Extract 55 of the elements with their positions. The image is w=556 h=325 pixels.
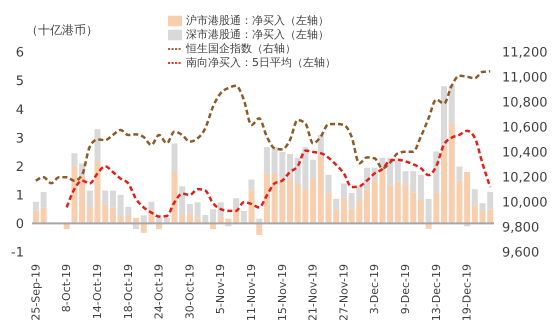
y-tick-label: 6 xyxy=(16,46,24,61)
x-tick-label: 30-Oct-19 xyxy=(183,264,196,320)
legend-label: 南向净买入：5日平均（左轴） xyxy=(186,56,336,70)
x-tick-label: 11-Nov-19 xyxy=(244,264,258,322)
bar xyxy=(326,174,332,194)
x-tick-label: 21-Nov-19 xyxy=(306,264,320,322)
bar xyxy=(240,210,247,222)
x-tick-label: 25-Sep-19 xyxy=(29,264,42,321)
y-tick-label: -1 xyxy=(11,246,24,261)
bar xyxy=(172,143,178,172)
x-tick-label: 13-Dec-19 xyxy=(430,264,443,322)
legend-label: 恒生国企指数（右轴） xyxy=(186,42,296,56)
bar xyxy=(148,202,154,210)
y2-tick-label: 9,600 xyxy=(502,246,540,261)
y2-tick-label: 10,800 xyxy=(502,96,548,111)
line-series xyxy=(65,130,492,218)
line-series xyxy=(34,70,492,184)
bar xyxy=(333,198,340,210)
bar xyxy=(256,223,262,235)
y-tick-label: 3 xyxy=(16,131,24,146)
bar xyxy=(94,129,101,162)
x-tick-label: 27-Nov-19 xyxy=(337,264,350,322)
y-tick-label: 5 xyxy=(16,74,24,90)
bar xyxy=(179,186,186,215)
bar xyxy=(102,190,108,205)
y2-tick-label: 10,000 xyxy=(502,196,548,211)
x-tick-label: 19-Dec-19 xyxy=(460,264,474,322)
bar xyxy=(86,190,93,207)
bar xyxy=(248,179,255,190)
y-tick-label: 0 xyxy=(16,217,24,232)
x-tick-label: 3-Dec-19 xyxy=(368,264,382,314)
x-tick-label: 5-Nov-19 xyxy=(214,264,228,314)
legend-label: 深市港股通：净买入（左轴） xyxy=(186,28,329,42)
bar xyxy=(433,151,440,193)
y2-tick-label: 10,200 xyxy=(502,170,548,186)
bar xyxy=(233,198,240,210)
y2-tick-label: 11,200 xyxy=(502,46,548,61)
y2-tick-label: 10,600 xyxy=(502,120,548,136)
y2-tick-label: 10,400 xyxy=(502,146,548,161)
bar xyxy=(418,200,424,224)
y2-tick-label: 11,000 xyxy=(502,70,548,86)
bar xyxy=(456,166,462,181)
y2-tick-label: 9,800 xyxy=(502,220,540,236)
x-tick-label: 15-Nov-19 xyxy=(276,264,289,322)
legend-label: 沪市港股通：净买入（左轴） xyxy=(186,14,329,28)
y-tick-label: 2 xyxy=(16,160,24,175)
x-tick-label: 14-Oct-19 xyxy=(90,264,104,320)
x-tick-label: 24-Oct-19 xyxy=(152,264,166,320)
x-tick-label: 8-Oct-19 xyxy=(60,264,74,312)
y-tick-label: 4 xyxy=(16,102,24,118)
y-axis-title: （十亿港币） xyxy=(26,22,98,39)
y-tick-label: 1 xyxy=(16,188,24,204)
bar xyxy=(125,206,132,216)
x-tick-label: 9-Dec-19 xyxy=(398,264,412,314)
x-tick-label: 18-Oct-19 xyxy=(122,264,135,320)
